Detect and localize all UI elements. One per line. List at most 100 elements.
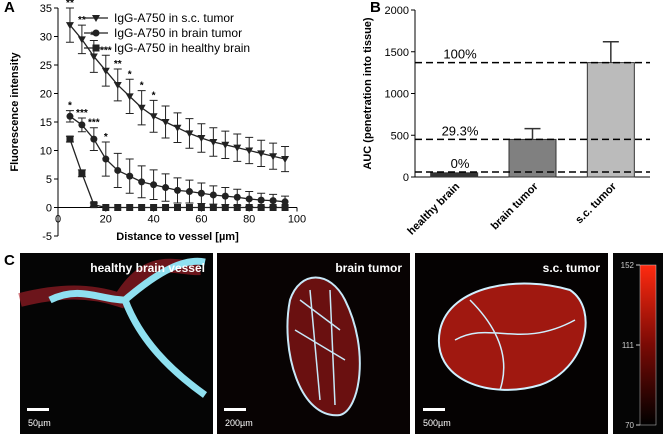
error-bar — [602, 40, 619, 63]
bar — [508, 138, 557, 178]
marker — [78, 121, 86, 129]
x-tick-label: healthy brain — [405, 180, 462, 237]
marker — [161, 119, 170, 126]
significance-label: * — [140, 81, 144, 92]
x-tick-label: s.c. tumor — [573, 180, 619, 226]
marker — [257, 204, 265, 211]
marker — [78, 169, 86, 177]
scale-bar-label: 500µm — [423, 418, 451, 428]
tumor — [286, 276, 361, 417]
marker — [126, 204, 134, 211]
y-tick-label: 0 — [46, 203, 52, 215]
reference-label: 100% — [443, 47, 477, 62]
marker — [281, 204, 289, 211]
marker — [281, 198, 289, 206]
panel-label: A — [4, 0, 15, 16]
marker — [137, 104, 146, 112]
marker — [66, 112, 74, 120]
colorbar — [639, 264, 657, 426]
significance-label: *** — [88, 118, 100, 129]
marker — [150, 204, 158, 211]
panel-label: C — [4, 252, 15, 269]
marker — [221, 204, 229, 211]
y-tick-label: 20 — [40, 89, 52, 101]
image-background — [20, 253, 213, 434]
y-tick-label: 25 — [40, 60, 52, 72]
marker — [150, 181, 158, 189]
marker — [185, 188, 193, 196]
significance-label: ** — [78, 15, 86, 26]
marker — [269, 204, 277, 211]
marker — [233, 144, 242, 152]
marker — [77, 36, 86, 44]
marker — [257, 196, 265, 204]
marker — [114, 166, 122, 174]
colorbar-tick-label: 111 — [622, 341, 635, 350]
significance-label: ** — [90, 30, 98, 41]
marker — [185, 130, 194, 138]
marker — [197, 204, 205, 211]
y-tick-label: 15 — [40, 117, 52, 129]
marker — [113, 81, 122, 89]
reference-label: 0% — [451, 156, 470, 171]
marker — [245, 195, 253, 203]
x-tick-label: 60 — [195, 214, 207, 226]
marker — [209, 204, 217, 211]
y-tick-label: 500 — [391, 130, 409, 142]
x-tick-label: 80 — [243, 214, 255, 226]
marker — [281, 156, 290, 164]
image-title: healthy brain vessel — [90, 261, 205, 275]
marker — [102, 204, 110, 211]
marker — [114, 204, 122, 211]
marker — [233, 193, 241, 201]
marker — [269, 197, 277, 205]
significance-label: *** — [100, 45, 112, 56]
marker — [209, 138, 218, 146]
tumor — [437, 282, 587, 391]
marker — [66, 135, 74, 143]
marker — [125, 93, 134, 101]
marker — [90, 135, 98, 143]
marker — [162, 184, 170, 192]
x-tick-label: 0 — [55, 214, 61, 226]
significance-label: * — [68, 101, 72, 112]
y-tick-label: 10 — [40, 146, 52, 158]
marker — [162, 204, 170, 211]
marker — [173, 124, 182, 132]
marker — [197, 134, 206, 142]
legend-label: IgG-A750 in s.c. tumor — [114, 11, 234, 25]
y-tick-label: -5 — [42, 231, 52, 243]
marker — [221, 141, 230, 149]
image-title: brain tumor — [335, 261, 402, 275]
y-tick-label: 30 — [40, 32, 52, 44]
marker — [257, 150, 266, 158]
scale-bar — [27, 408, 49, 411]
marker — [221, 192, 229, 200]
error-bar — [524, 127, 541, 140]
marker — [101, 67, 110, 75]
y-tick-label: 5 — [46, 174, 52, 186]
legend-label: IgG-A750 in brain tumor — [114, 26, 242, 40]
marker — [185, 204, 193, 211]
marker — [174, 204, 181, 211]
scale-bar — [224, 408, 246, 411]
legend-marker — [92, 44, 100, 52]
scale-bar — [423, 408, 445, 411]
marker — [269, 153, 278, 161]
marker — [102, 155, 110, 163]
marker — [174, 186, 181, 194]
legend-marker — [92, 29, 100, 37]
marker — [233, 204, 241, 211]
x-tick-label: 20 — [100, 214, 112, 226]
marker — [126, 172, 134, 180]
bar — [430, 172, 479, 178]
significance-label: * — [128, 69, 132, 80]
marker — [90, 201, 98, 209]
significance-label: * — [104, 132, 108, 143]
significance-label: ** — [114, 59, 122, 70]
marker — [138, 204, 146, 211]
y-tick-label: 35 — [40, 3, 52, 15]
vessel — [48, 257, 208, 398]
vessel — [294, 289, 346, 406]
